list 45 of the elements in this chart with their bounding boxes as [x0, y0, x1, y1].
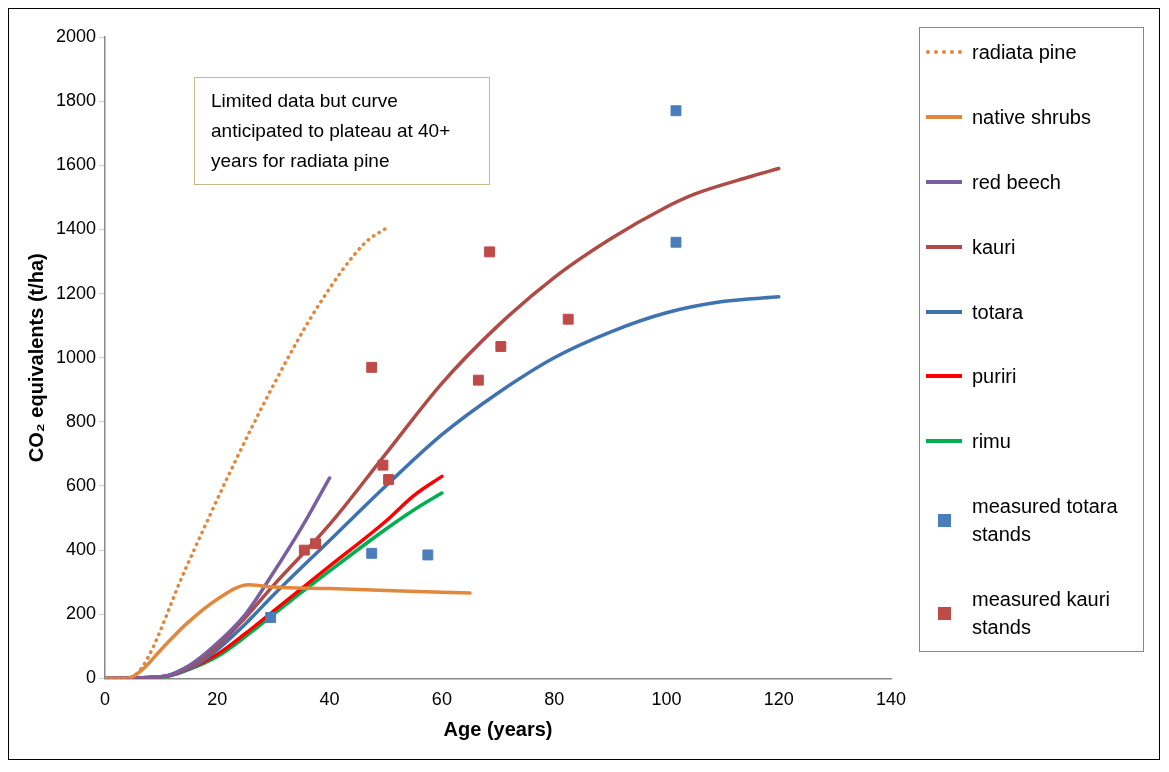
y-axis-title: CO₂ equivalents (t/ha) [24, 253, 47, 463]
point [265, 612, 277, 623]
legend-label: puriri [972, 364, 1018, 390]
y-tick-label: 1600 [56, 154, 97, 175]
legend-label: rimu [972, 429, 1012, 455]
y-tick-label: 1000 [56, 346, 97, 367]
legend-label: native shrubs [972, 104, 1092, 130]
legend-label: radiata pine [972, 40, 1078, 65]
legend-label: kauri [972, 234, 1017, 260]
point [377, 459, 389, 471]
point [670, 236, 682, 248]
point [310, 538, 322, 550]
y-tick-label: 600 [66, 474, 97, 495]
point [495, 341, 507, 352]
x-tick-label: 60 [431, 689, 452, 710]
legend-label: red beech [972, 169, 1062, 195]
x-tick-label: 120 [763, 689, 794, 710]
point [366, 361, 378, 373]
x-tick-label: 80 [544, 689, 565, 710]
y-tick-label: 0 [86, 667, 97, 688]
point [422, 549, 434, 561]
x-tick-label: 0 [100, 689, 111, 710]
y-tick-label: 200 [66, 603, 97, 624]
point [484, 246, 496, 258]
point [472, 374, 484, 386]
x-tick-label: 20 [207, 689, 228, 710]
point [562, 313, 574, 325]
y-tick-label: 400 [66, 539, 97, 560]
y-tick-label: 2000 [56, 25, 97, 46]
y-tick-label: 800 [66, 410, 97, 431]
point [366, 547, 378, 559]
y-tick-label: 1800 [56, 90, 97, 111]
x-tick-label: 40 [319, 689, 340, 710]
x-axis-title: Age (years) [443, 717, 553, 740]
annotation: Limited data but curve anticipated to plateau at 40+ years for radiata pine [194, 77, 490, 185]
x-tick-label: 140 [875, 689, 907, 710]
legend-label: measured totara stands [972, 494, 1119, 548]
legend-label: measured kauri stands [972, 587, 1111, 640]
x-tick-label: 100 [651, 689, 682, 710]
point [298, 544, 310, 556]
y-tick-label: 1400 [56, 218, 97, 239]
y-tick-label: 1200 [56, 282, 97, 303]
legend-label: totara [972, 299, 1025, 325]
point [670, 105, 682, 117]
point [383, 474, 394, 486]
